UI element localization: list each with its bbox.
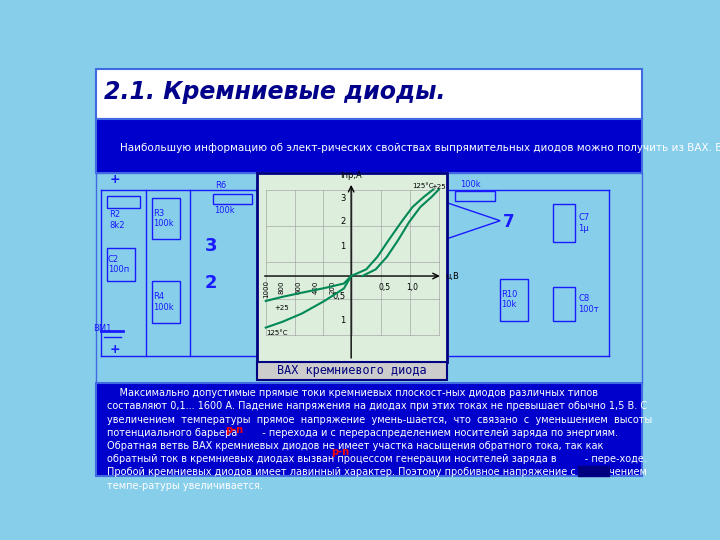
Text: 1,0: 1,0	[407, 283, 418, 292]
Text: 1: 1	[341, 242, 346, 252]
Bar	[553, 287, 575, 321]
Text: 200: 200	[330, 280, 336, 294]
Text: 5: 5	[422, 222, 433, 240]
Bar	[553, 204, 575, 241]
Text: C7
1μ: C7 1μ	[578, 213, 590, 233]
Text: 100k: 100k	[460, 180, 480, 188]
Text: +25: +25	[431, 184, 446, 191]
FancyBboxPatch shape	[258, 362, 447, 380]
Text: p-n: p-n	[331, 447, 349, 456]
Text: 2: 2	[341, 218, 346, 226]
Bar	[152, 281, 180, 322]
Text: p-n: p-n	[225, 426, 243, 435]
Text: Максимально допустимые прямые токи кремниевых плоскост-ных диодов различных типо: Максимально допустимые прямые токи кремн…	[107, 388, 652, 491]
Text: u,В: u,В	[445, 272, 459, 280]
Text: C2
100п: C2 100п	[108, 255, 129, 274]
FancyBboxPatch shape	[96, 173, 642, 385]
FancyBboxPatch shape	[96, 383, 642, 476]
FancyBboxPatch shape	[258, 173, 447, 362]
Text: 600: 600	[295, 280, 301, 294]
Text: 3: 3	[204, 237, 217, 255]
Text: R10
10k: R10 10k	[501, 290, 518, 309]
Text: Iпр,А: Iпр,А	[341, 171, 362, 180]
Text: BM1: BM1	[93, 325, 111, 333]
Text: +: +	[109, 173, 120, 186]
Text: +25: +25	[274, 305, 289, 311]
Bar	[213, 194, 252, 204]
Text: R3
100k: R3 100k	[153, 209, 174, 228]
Text: 125°C: 125°C	[413, 183, 434, 188]
Text: R2
8k2: R2 8k2	[109, 210, 125, 230]
Text: 2.1. Кремниевые диоды.: 2.1. Кремниевые диоды.	[104, 80, 446, 104]
Text: 6: 6	[422, 201, 433, 219]
Text: R6: R6	[215, 181, 227, 191]
Text: 1: 1	[341, 316, 346, 325]
Text: 7: 7	[503, 213, 515, 231]
Text: 3: 3	[340, 194, 346, 203]
Text: 2: 2	[204, 274, 217, 292]
Bar	[107, 248, 135, 281]
Bar	[578, 467, 609, 476]
Text: 125°С: 125°С	[266, 330, 288, 336]
FancyBboxPatch shape	[96, 119, 642, 173]
Text: C8
100т: C8 100т	[578, 294, 599, 314]
Bar	[500, 279, 528, 321]
Text: 1000: 1000	[263, 280, 269, 298]
Text: +: +	[109, 343, 120, 356]
Text: 0,5: 0,5	[379, 283, 391, 292]
Text: 800: 800	[279, 280, 284, 294]
Text: 100k: 100k	[214, 206, 235, 215]
Text: ВАХ кремниевого диода: ВАХ кремниевого диода	[277, 364, 427, 377]
Text: 0,5: 0,5	[333, 292, 346, 301]
Bar	[152, 198, 180, 239]
Text: 400: 400	[313, 280, 319, 294]
Text: Наибольшую информацию об элект-рических свойствах выпрямительных диодов можно по: Наибольшую информацию об элект-рических …	[107, 143, 720, 153]
Bar	[456, 191, 495, 201]
Text: R4
100k: R4 100k	[153, 292, 174, 312]
FancyBboxPatch shape	[96, 69, 642, 119]
Bar	[107, 196, 140, 208]
